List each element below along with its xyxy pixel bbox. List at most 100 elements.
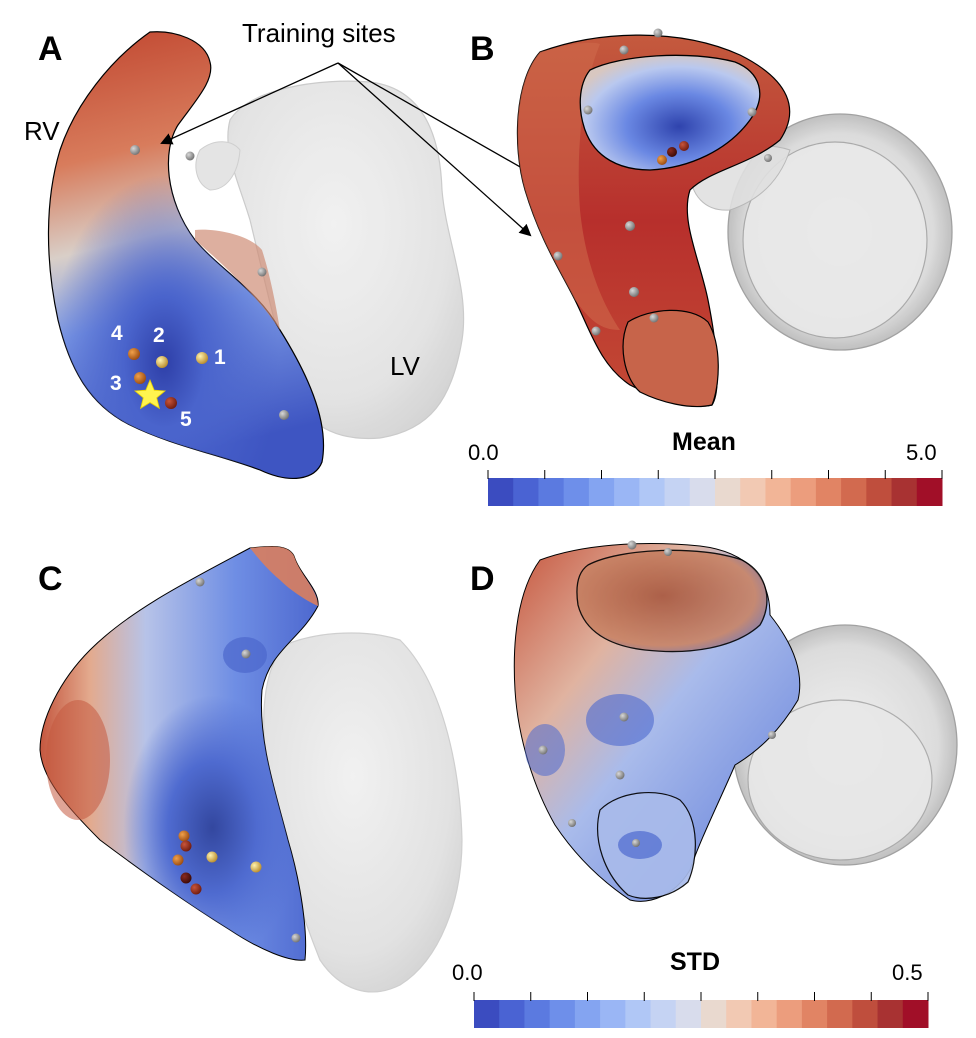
colorbar-mean-cell [916, 478, 943, 506]
site-number-4: 4 [111, 322, 123, 345]
test-site-3 [134, 372, 146, 384]
colorbar-mean-cell [689, 478, 716, 506]
colorbar-std-cell [499, 1000, 525, 1028]
panel-letter-b: B [470, 30, 495, 68]
rv-label: RV [24, 116, 60, 146]
training-site [625, 221, 635, 231]
valve-opening-b-lower [622, 309, 719, 408]
valve-opening-d [576, 549, 768, 653]
colorbar-mean-cell [891, 478, 918, 506]
training-site [619, 712, 629, 722]
training-site [632, 839, 640, 847]
training-sites-label: Training sites [242, 18, 396, 48]
colorbar-mean-min: 0.0 [468, 440, 499, 465]
training-site [768, 731, 776, 739]
colorbar-mean-cell [765, 478, 792, 506]
training-site [185, 151, 195, 161]
colorbar-std-cell [675, 1000, 702, 1028]
test-site [190, 883, 202, 895]
test-site-2 [156, 356, 168, 368]
colorbar-std-title: STD [670, 948, 720, 976]
training-site [130, 145, 140, 155]
colorbar-std-cell [549, 1000, 576, 1028]
colorbar-mean: Mean 0.0 5.0 [468, 428, 943, 506]
panel-b: B [470, 28, 953, 408]
training-site [195, 577, 205, 587]
colorbar-mean-cell [715, 478, 741, 506]
colorbar-std-cell [877, 1000, 904, 1028]
panel-d: D [470, 540, 958, 902]
colorbar-std-cell [852, 1000, 879, 1028]
colorbar-std-cell [625, 1000, 652, 1028]
test-site [180, 840, 192, 852]
arrow-to-b-outer [337, 62, 532, 237]
colorbar-std-cell [650, 1000, 677, 1028]
colorbar-std-cell [751, 1000, 778, 1028]
test-site-5 [165, 397, 177, 409]
panel-letter-c: C [38, 560, 63, 598]
colorbar-std-cell [600, 1000, 626, 1028]
training-site [538, 745, 548, 755]
training-sites-annotation: Training sites [160, 18, 608, 237]
arrow-to-a [160, 62, 339, 145]
colorbar-mean-title: Mean [672, 428, 736, 456]
training-site [615, 770, 625, 780]
panel-a: 1 2 3 4 5 RV LV A [24, 30, 465, 479]
colorbar-mean-cell [614, 478, 640, 506]
colorbar-std-cell [801, 1000, 828, 1028]
panel-c: C [38, 545, 463, 993]
test-site [180, 872, 192, 884]
training-site [664, 548, 672, 556]
training-site [629, 287, 639, 297]
colorbar-std-min: 0.0 [452, 960, 483, 985]
site-number-3: 3 [110, 372, 122, 395]
test-site [679, 141, 689, 151]
colorbar-std: STD 0.0 0.5 [452, 948, 929, 1028]
colorbar-mean-cell [588, 478, 615, 506]
training-site [279, 410, 289, 420]
training-site [291, 933, 301, 943]
colorbar-std-cell [701, 1000, 727, 1028]
colorbar-mean-cell [563, 478, 590, 506]
training-site [241, 649, 251, 659]
site-number-2: 2 [153, 324, 165, 347]
training-site [568, 819, 576, 827]
training-site [649, 313, 659, 323]
valve-opening-b [579, 54, 761, 171]
test-site [206, 851, 218, 863]
test-site [178, 830, 190, 842]
colorbar-mean-cell [488, 478, 514, 506]
test-site [657, 155, 667, 165]
training-site [627, 540, 637, 550]
test-site-1 [196, 352, 208, 364]
colorbar-mean-cell [815, 478, 842, 506]
site-number-1: 1 [214, 346, 226, 369]
test-site [667, 147, 677, 157]
panel-letter-d: D [470, 560, 495, 598]
site-number-5: 5 [180, 408, 192, 431]
training-site [583, 105, 593, 115]
colorbar-mean-cell [790, 478, 817, 506]
colorbar-mean-cell [866, 478, 893, 506]
training-site [553, 251, 563, 261]
colorbar-mean-cell [513, 478, 539, 506]
training-site [591, 326, 601, 336]
colorbar-mean-cell [639, 478, 666, 506]
colorbar-std-cell [574, 1000, 601, 1028]
training-site [257, 267, 267, 277]
colorbar-std-cell [474, 1000, 500, 1028]
training-site [653, 28, 663, 38]
colorbar-std-max: 0.5 [892, 960, 923, 985]
colorbar-std-cell [902, 1000, 929, 1028]
test-site [250, 861, 262, 873]
colorbar-std-cell [827, 1000, 853, 1028]
colorbar-mean-max: 5.0 [906, 440, 937, 465]
training-site [747, 107, 757, 117]
training-site [619, 45, 629, 55]
colorbar-mean-cell [538, 478, 565, 506]
star-icon [133, 378, 167, 410]
test-site [172, 854, 184, 866]
colorbar-mean-cell [740, 478, 766, 506]
training-site [764, 154, 772, 162]
